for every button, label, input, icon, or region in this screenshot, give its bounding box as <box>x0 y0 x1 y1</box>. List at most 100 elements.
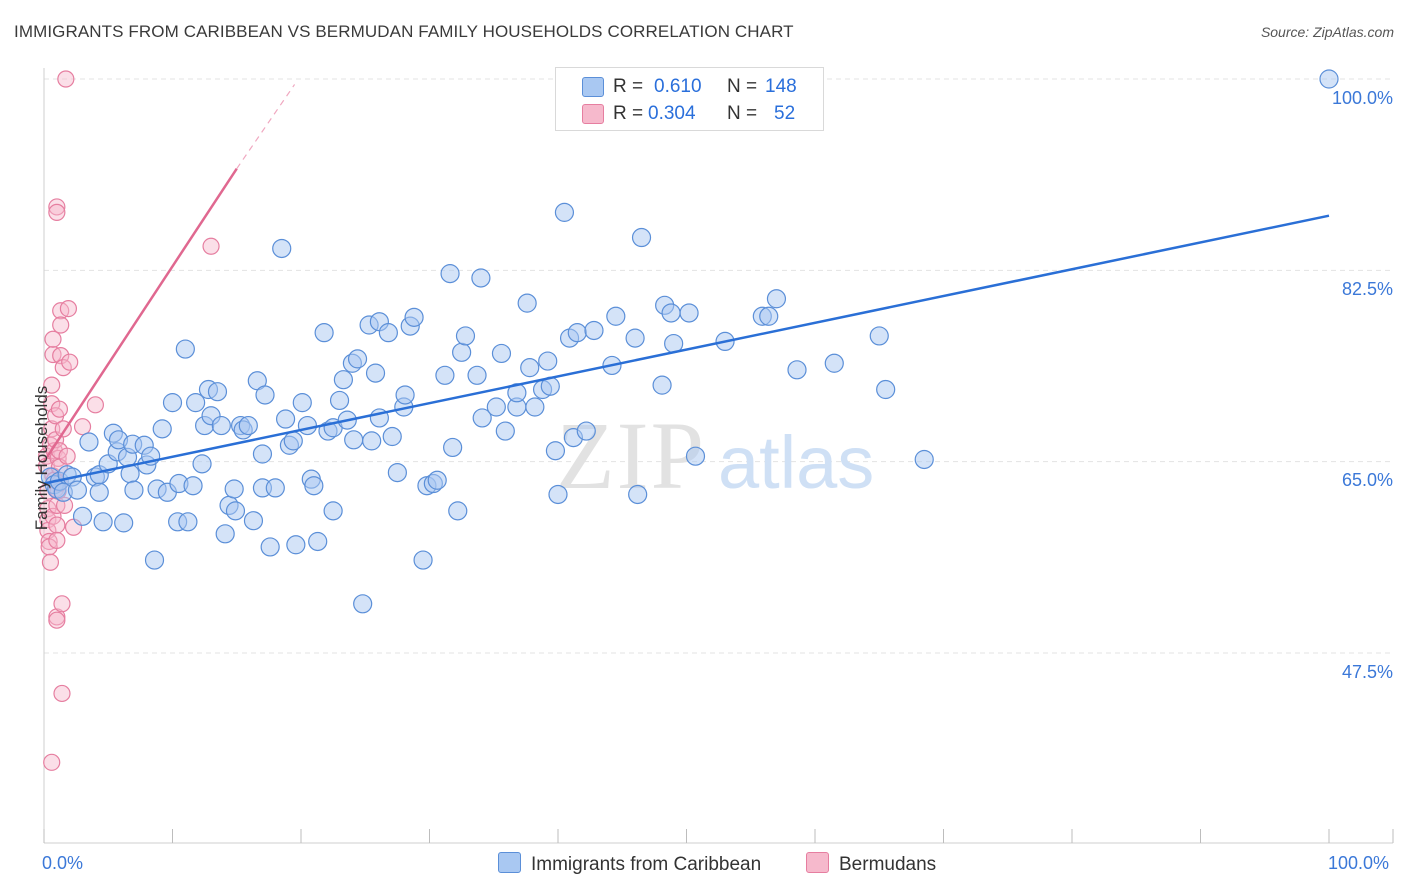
axes <box>43 68 1394 844</box>
watermark-atlas: atlas <box>718 421 874 504</box>
caribbean-point <box>869 326 889 346</box>
caribbean-point <box>413 550 433 570</box>
caribbean-point <box>175 339 195 359</box>
bermudans-point <box>48 516 66 534</box>
x-tick-label-0: 0.0% <box>42 853 84 873</box>
legend-r-label: R = <box>613 103 644 124</box>
bermudans-point <box>53 684 71 703</box>
caribbean-point <box>631 227 652 248</box>
caribbean-point <box>576 421 596 441</box>
caribbean-point <box>252 444 273 464</box>
legend-swatch-blue <box>582 77 604 97</box>
caribbean-point <box>440 264 460 284</box>
legend-r-label: R = <box>613 76 644 97</box>
caribbean-point <box>362 431 382 451</box>
bermudans-point <box>48 611 66 629</box>
bermudans-point <box>43 753 61 771</box>
bermudans-point <box>48 203 66 221</box>
caribbean-point <box>192 454 212 474</box>
bermudans-point <box>48 531 66 549</box>
bermudans-point <box>57 70 75 88</box>
caribbean-point <box>323 501 343 521</box>
caribbean-point <box>661 303 681 323</box>
bermudans-point <box>58 447 76 465</box>
caribbean-point <box>491 343 512 364</box>
caribbean-point <box>308 531 328 552</box>
caribbean-point <box>243 511 264 531</box>
caribbean-point <box>225 501 246 521</box>
bermudans-point <box>50 400 69 418</box>
bermudans-point <box>73 418 92 436</box>
bermudans-point <box>41 553 60 571</box>
bermudans-point <box>43 376 61 394</box>
bottom-legend-label-bermudans: Bermudans <box>839 854 937 875</box>
bermudans-point <box>61 353 79 371</box>
legend-r-value: 0.610 <box>654 76 702 97</box>
caribbean-point <box>679 303 699 323</box>
caribbean-trend-line <box>43 214 1330 485</box>
caribbean-point <box>344 430 364 450</box>
caribbean-point <box>238 415 258 436</box>
caribbean-point <box>72 506 93 526</box>
caribbean-point <box>211 415 231 436</box>
y-tick-label-47: 47.5% <box>1341 662 1393 682</box>
caribbean-point <box>606 306 626 326</box>
bermudans-point <box>44 330 62 348</box>
bermudans-point <box>48 198 66 216</box>
caribbean-point <box>525 397 545 417</box>
x-tick-label-1: 100.0% <box>1328 853 1390 873</box>
caribbean-point <box>304 476 324 496</box>
caribbean-point <box>186 393 206 413</box>
caribbean-point <box>272 238 292 259</box>
caribbean-point <box>766 289 787 309</box>
caribbean-point <box>378 323 398 343</box>
y-tick-label-65: 65.0% <box>1341 470 1393 490</box>
caribbean-point <box>824 353 844 373</box>
caribbean-point <box>471 268 491 288</box>
caribbean-point <box>467 365 487 385</box>
bermudans-point <box>52 316 70 334</box>
y-tick-label-100: 100.0% <box>1331 88 1393 108</box>
caribbean-point <box>567 323 587 343</box>
source-label: Source: ZipAtlas.com <box>1260 24 1394 40</box>
caribbean-point <box>347 349 368 369</box>
gridlines <box>44 78 1393 654</box>
legend-n-label: N = <box>727 103 758 124</box>
caribbean-point <box>224 479 244 499</box>
legend-n-label: N = <box>727 76 758 97</box>
caribbean-point <box>876 379 896 400</box>
caribbean-point <box>1319 69 1339 89</box>
caribbean-point <box>144 550 165 570</box>
caribbean-point <box>685 446 706 466</box>
caribbean-point <box>265 478 285 498</box>
caribbean-point <box>79 432 99 452</box>
bermudans-trend-line <box>42 167 238 463</box>
bottom-legend-label-caribbean: Immigrants from Caribbean <box>531 854 762 875</box>
caribbean-point <box>452 342 472 362</box>
caribbean-point <box>286 535 306 555</box>
caribbean-point <box>554 202 575 222</box>
caribbean-point <box>365 363 386 383</box>
caribbean-point <box>472 408 492 428</box>
caribbean-point <box>353 594 373 614</box>
caribbean-point <box>387 463 407 483</box>
caribbean-point <box>914 449 934 470</box>
caribbean-point <box>545 441 566 461</box>
bermudans-point <box>202 237 220 255</box>
caribbean-point <box>93 512 113 532</box>
caribbean-point <box>67 480 88 500</box>
caribbean-point <box>548 484 568 505</box>
bermudans-trend-extension <box>236 84 296 169</box>
caribbean-point <box>215 524 235 544</box>
caribbean-point <box>435 365 455 385</box>
caribbean-point <box>443 437 463 458</box>
chart-title: IMMIGRANTS FROM CARIBBEAN VS BERMUDAN FA… <box>14 22 794 41</box>
bermudans-point <box>59 300 78 318</box>
caribbean-point <box>427 470 447 490</box>
caribbean-point <box>183 476 203 496</box>
caribbean-point <box>584 320 604 341</box>
bottom-legend-swatch-blue <box>498 852 521 873</box>
watermark: ZIP atlas <box>556 402 874 509</box>
caribbean-point <box>329 390 350 411</box>
